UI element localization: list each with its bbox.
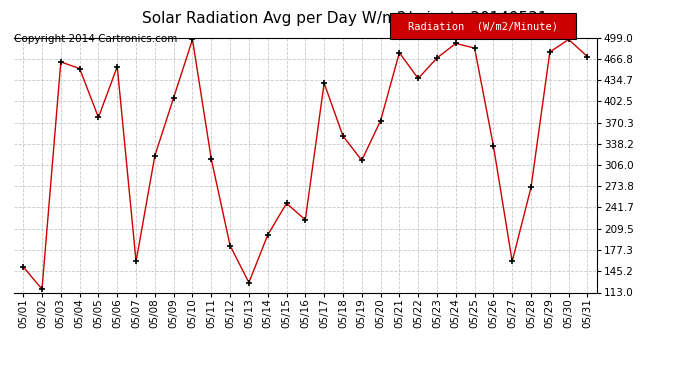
Text: Copyright 2014 Cartronics.com: Copyright 2014 Cartronics.com (14, 34, 177, 44)
Text: Radiation  (W/m2/Minute): Radiation (W/m2/Minute) (408, 21, 558, 31)
Text: Solar Radiation Avg per Day W/m2/minute 20140531: Solar Radiation Avg per Day W/m2/minute … (142, 11, 548, 26)
